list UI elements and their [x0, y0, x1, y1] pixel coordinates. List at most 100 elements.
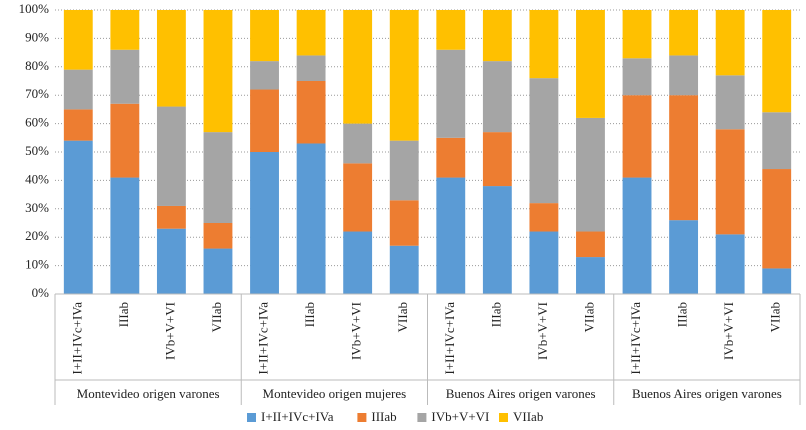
y-tick-label: 20%	[25, 228, 49, 243]
bar-segment	[715, 10, 745, 76]
y-tick-label: 30%	[25, 200, 49, 215]
bar-segment	[63, 140, 93, 294]
group-label: Montevideo origen mujeres	[263, 386, 407, 401]
bar-segment	[762, 268, 792, 294]
bar-segment	[576, 257, 605, 294]
bar-segment	[296, 10, 326, 56]
x-tick-label: I+II+IVc+IVa	[256, 302, 271, 375]
bar-segment	[436, 137, 466, 178]
bar-segment	[576, 117, 605, 232]
legend-swatch	[357, 413, 367, 422]
group-label: Montevideo origen varones	[77, 386, 220, 401]
y-tick-label: 100%	[19, 1, 50, 16]
y-tick-label: 90%	[25, 29, 49, 44]
legend-swatch	[417, 413, 427, 422]
group-label: Buenos Aires origen varones	[446, 386, 596, 401]
bar-segment	[436, 177, 466, 294]
bar-segment	[343, 10, 373, 124]
x-tick-label: VIIab	[768, 302, 783, 332]
bar-segment	[482, 132, 512, 187]
bar-segment	[110, 49, 140, 104]
bar-segment	[715, 75, 745, 130]
legend-label: IIIab	[371, 409, 396, 424]
bar-segment	[669, 95, 699, 221]
bar-segment	[110, 103, 140, 178]
bar-segment	[110, 10, 140, 50]
bar-segment	[296, 81, 326, 144]
bar-segment	[669, 55, 699, 96]
bar-segment	[296, 143, 326, 294]
bar-segment	[622, 95, 652, 178]
x-tick-label: I+II+IVc+IVa	[69, 302, 84, 375]
y-tick-label: 60%	[25, 115, 49, 130]
bar-segment	[715, 234, 745, 294]
x-tick-label: IIIab	[116, 302, 131, 327]
bar-segment	[389, 140, 419, 201]
bar-segment	[482, 61, 512, 133]
bar-segment	[622, 177, 652, 294]
bar-segment	[250, 10, 279, 62]
x-tick-label: IVb+V+VI	[162, 302, 177, 360]
bar-segment	[762, 10, 792, 113]
bar-segment	[436, 10, 466, 50]
legend-swatch	[247, 413, 256, 422]
bar-segment	[343, 123, 373, 164]
bar-segment	[762, 112, 792, 170]
bar-segment	[250, 89, 279, 152]
bar-segment	[296, 55, 326, 81]
bar-segment	[482, 10, 512, 62]
bar-segment	[715, 129, 745, 235]
bar-segment	[529, 10, 559, 79]
bar-segment	[156, 205, 186, 229]
x-tick-label: I+II+IVc+IVa	[628, 302, 643, 375]
bar-segment	[389, 200, 419, 246]
x-tick-label: IIIab	[302, 302, 317, 327]
bar-segment	[762, 169, 792, 269]
bar-segment	[576, 10, 605, 118]
legend-swatch	[499, 413, 508, 422]
bar-segment	[669, 220, 699, 294]
y-tick-label: 70%	[25, 86, 49, 101]
bar-segment	[203, 223, 233, 249]
bar-segment	[622, 10, 652, 59]
x-tick-label: VIIab	[209, 302, 224, 332]
x-tick-label: IIIab	[675, 302, 690, 327]
y-tick-label: 0%	[32, 285, 50, 300]
legend-label: IVb+V+VI	[431, 409, 489, 424]
bar-segment	[203, 10, 233, 133]
bar-segment	[63, 69, 93, 110]
x-tick-label: VIIab	[581, 302, 596, 332]
bar-segment	[529, 231, 559, 294]
bar-segment	[529, 78, 559, 204]
bar-segment	[63, 10, 93, 70]
bar-segment	[669, 10, 699, 56]
group-label: Buenos Aires origen varones	[632, 386, 782, 401]
bar-segment	[156, 228, 186, 294]
bar-segment	[389, 245, 419, 294]
bar-segment	[203, 248, 233, 294]
bar-segment	[436, 49, 466, 138]
x-tick-label: IVb+V+VI	[349, 302, 364, 360]
legend-label: I+II+IVc+IVa	[261, 409, 334, 424]
x-tick-label: IVb+V+VI	[721, 302, 736, 360]
bar-segment	[343, 163, 373, 232]
bar-segment	[389, 10, 419, 141]
bar-segment	[156, 106, 186, 206]
bar-segment	[482, 186, 512, 294]
bar-segment	[156, 10, 186, 107]
bar-segment	[622, 58, 652, 96]
bar-segment	[529, 203, 559, 232]
x-tick-label: VIIab	[395, 302, 410, 332]
x-tick-label: IIIab	[488, 302, 503, 327]
bar-segment	[250, 152, 279, 294]
y-tick-label: 50%	[25, 143, 49, 158]
legend: I+II+IVc+IVa IIIab IVb+V+VI VIIab	[247, 409, 543, 424]
x-tick-label: I+II+IVc+IVa	[442, 302, 457, 375]
bar-segment	[63, 109, 93, 141]
bar-segment	[343, 231, 373, 294]
y-tick-label: 80%	[25, 58, 49, 73]
bar-segment	[110, 177, 140, 294]
legend-label: VIIab	[513, 409, 543, 424]
x-tick-label: IVb+V+VI	[535, 302, 550, 360]
